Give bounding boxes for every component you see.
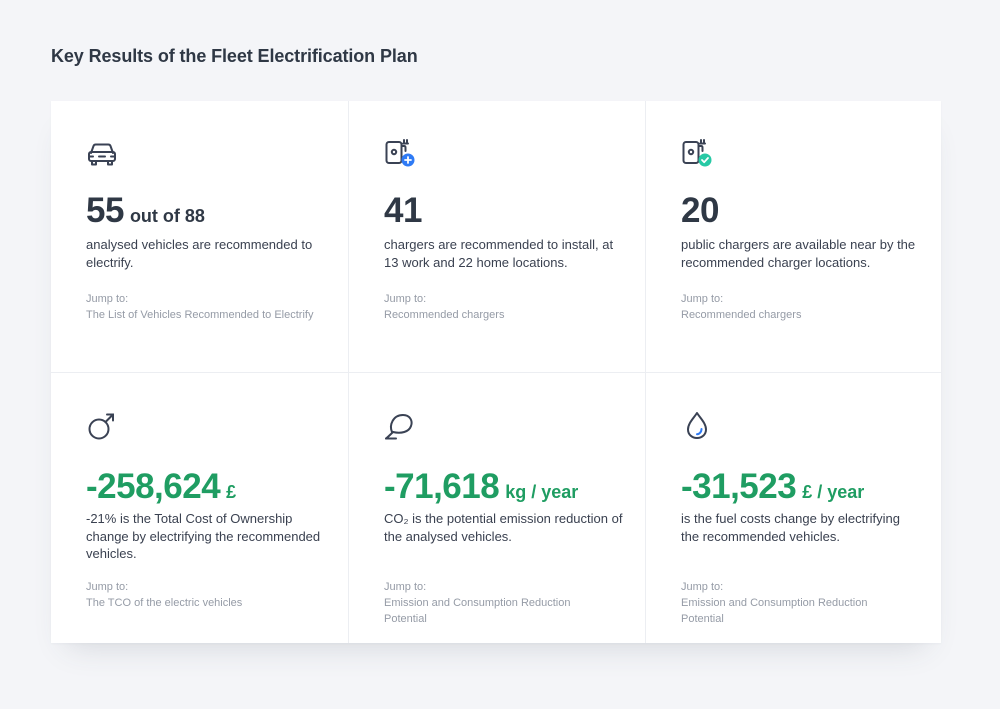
stat-unit: £ xyxy=(226,482,237,502)
stat-unit: out of 88 xyxy=(129,206,205,226)
jump-label: Jump to: xyxy=(384,293,427,305)
jump-to: Jump to: The List of Vehicles Recommende… xyxy=(86,291,316,323)
stat-value: 55 xyxy=(86,191,124,230)
stat-chargers: 41 xyxy=(384,193,422,228)
jump-to: Jump to: The TCO of the electric vehicle… xyxy=(86,579,316,611)
stat-description: analysed vehicles are recommended to ele… xyxy=(86,237,313,270)
jump-link-emission-reduction[interactable]: Emission and Consumption Reduction Poten… xyxy=(384,597,571,625)
jump-link-tco[interactable]: The TCO of the electric vehicles xyxy=(86,597,243,609)
coin-icon xyxy=(85,409,119,443)
charger-check-icon xyxy=(680,137,714,171)
car-icon xyxy=(85,137,119,171)
stat-public-chargers: 20 xyxy=(681,193,719,228)
stat-description: is the fuel costs change by electrifying… xyxy=(681,511,900,544)
stat-value: 20 xyxy=(681,191,719,230)
jump-to: Jump to: Recommended chargers xyxy=(384,291,614,323)
result-card-tco: -258,624 £ -21% is the Total Cost of Owne… xyxy=(51,372,348,643)
jump-label: Jump to: xyxy=(681,293,724,305)
result-card-public-chargers: 20 public chargers are available near by… xyxy=(645,101,941,372)
stat-description: chargers are recommended to install, at … xyxy=(384,237,614,270)
stat-description: CO₂ is the potential emission reduction … xyxy=(384,511,623,544)
results-panel: 55 out of 88 analysed vehicles are recomm… xyxy=(51,101,941,643)
jump-to: Jump to: Emission and Consumption Reduct… xyxy=(681,579,911,627)
fuel-drop-icon xyxy=(680,409,714,443)
jump-label: Jump to: xyxy=(86,581,129,593)
jump-link-recommended-chargers[interactable]: Recommended chargers xyxy=(681,309,802,321)
result-card-chargers: 41 chargers are recommended to install, … xyxy=(348,101,645,372)
jump-label: Jump to: xyxy=(86,293,129,305)
jump-to: Jump to: Emission and Consumption Reduct… xyxy=(384,579,614,627)
stat-value: -258,624 xyxy=(86,467,221,506)
stat-unit: £ / year xyxy=(802,482,865,502)
stat-tco: -258,624 £ xyxy=(86,469,236,504)
stat-value: -71,618 xyxy=(384,467,500,506)
stat-emission: -71,618 kg / year xyxy=(384,469,578,504)
jump-link-recommended-chargers[interactable]: Recommended chargers xyxy=(384,309,505,321)
stat-unit: kg / year xyxy=(505,482,579,502)
jump-label: Jump to: xyxy=(384,581,427,593)
stat-fuel-costs: -31,523 £ / year xyxy=(681,469,864,504)
jump-label: Jump to: xyxy=(681,581,724,593)
charger-add-icon xyxy=(383,137,417,171)
page-title: Key Results of the Fleet Electrification… xyxy=(51,46,418,66)
jump-link-emission-reduction[interactable]: Emission and Consumption Reduction Poten… xyxy=(681,597,868,625)
stat-value: -31,523 xyxy=(681,467,797,506)
jump-to: Jump to: Recommended chargers xyxy=(681,291,911,323)
result-card-emission: -71,618 kg / year CO₂ is the potential em… xyxy=(348,372,645,643)
result-card-vehicles: 55 out of 88 analysed vehicles are recomm… xyxy=(51,101,348,372)
stat-value: 41 xyxy=(384,191,422,230)
jump-link-vehicles-list[interactable]: The List of Vehicles Recommended to Elec… xyxy=(86,309,314,321)
stat-description: public chargers are available near by th… xyxy=(681,237,916,270)
stat-description: -21% is the Total Cost of Ownership chan… xyxy=(86,511,321,561)
leaf-icon xyxy=(383,409,417,443)
stat-vehicles: 55 out of 88 xyxy=(86,193,205,228)
result-card-fuel-costs: -31,523 £ / year is the fuel costs change… xyxy=(645,372,941,643)
